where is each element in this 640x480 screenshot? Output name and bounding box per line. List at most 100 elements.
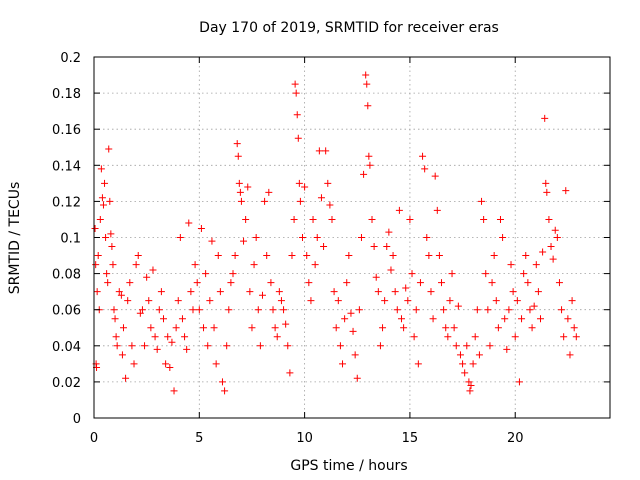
data-point bbox=[351, 351, 359, 359]
data-point bbox=[136, 309, 144, 317]
data-point bbox=[461, 369, 469, 377]
data-point bbox=[518, 315, 526, 323]
data-point bbox=[423, 234, 431, 241]
data-point bbox=[162, 360, 170, 368]
data-point bbox=[187, 288, 195, 296]
data-point bbox=[355, 306, 363, 314]
x-tick-labels: 0 5 10 15 20 bbox=[90, 431, 524, 446]
data-point bbox=[294, 134, 302, 142]
data-point bbox=[543, 188, 551, 196]
data-point bbox=[282, 320, 290, 328]
data-point bbox=[542, 179, 550, 187]
axis-ticks bbox=[93, 56, 610, 419]
y-tick-label: 0.08 bbox=[52, 268, 81, 283]
data-point bbox=[176, 234, 184, 241]
data-point bbox=[442, 324, 450, 332]
x-tick-label: 20 bbox=[507, 431, 524, 446]
data-point bbox=[501, 315, 509, 323]
data-point bbox=[465, 378, 473, 386]
data-point bbox=[261, 197, 269, 205]
data-point bbox=[269, 306, 277, 314]
data-point bbox=[370, 243, 378, 251]
data-point bbox=[178, 315, 186, 323]
data-point bbox=[513, 297, 521, 305]
data-point bbox=[328, 215, 336, 223]
data-point bbox=[305, 279, 313, 287]
data-point bbox=[475, 351, 483, 359]
data-point bbox=[256, 342, 264, 350]
data-point bbox=[248, 324, 256, 332]
y-tick-label: 0.14 bbox=[52, 159, 81, 174]
data-point bbox=[160, 315, 168, 323]
data-point bbox=[492, 297, 500, 305]
data-point bbox=[252, 234, 260, 241]
data-point bbox=[551, 226, 559, 234]
data-point bbox=[433, 206, 441, 214]
gridlines bbox=[94, 57, 610, 418]
data-point bbox=[119, 324, 127, 332]
data-point bbox=[218, 378, 226, 386]
data-point bbox=[93, 288, 101, 296]
data-point bbox=[440, 306, 448, 314]
data-point bbox=[227, 279, 235, 287]
data-point bbox=[240, 237, 248, 245]
data-point bbox=[102, 234, 110, 241]
data-point bbox=[117, 291, 125, 299]
data-point bbox=[174, 297, 182, 305]
data-point bbox=[438, 279, 446, 287]
data-point bbox=[113, 342, 121, 350]
data-point bbox=[191, 261, 199, 269]
y-tick-label: 0.16 bbox=[52, 123, 81, 138]
data-point bbox=[94, 252, 102, 260]
data-point bbox=[155, 306, 163, 314]
data-point bbox=[547, 243, 555, 251]
data-point bbox=[421, 165, 429, 173]
data-point bbox=[107, 230, 115, 238]
data-point bbox=[263, 252, 271, 260]
data-point bbox=[168, 338, 176, 346]
data-point bbox=[545, 215, 553, 223]
data-point bbox=[277, 297, 285, 305]
data-point bbox=[526, 306, 534, 314]
y-tick-label: 0.06 bbox=[52, 304, 81, 319]
data-point bbox=[341, 315, 349, 323]
data-point bbox=[96, 215, 104, 223]
data-point bbox=[568, 297, 576, 305]
data-point bbox=[463, 342, 471, 350]
data-point bbox=[295, 179, 303, 187]
data-point bbox=[456, 351, 464, 359]
data-point bbox=[216, 288, 224, 296]
data-point bbox=[427, 288, 435, 296]
data-point bbox=[566, 351, 574, 359]
data-point bbox=[368, 215, 376, 223]
data-point bbox=[343, 279, 351, 287]
data-point bbox=[349, 327, 357, 335]
data-point bbox=[395, 206, 403, 214]
data-point bbox=[208, 237, 216, 245]
data-point bbox=[484, 306, 492, 314]
data-point bbox=[389, 252, 397, 260]
data-point bbox=[366, 161, 374, 169]
y-tick-label: 0.02 bbox=[52, 376, 81, 391]
data-point bbox=[528, 324, 536, 332]
data-point bbox=[153, 345, 161, 353]
data-point bbox=[92, 261, 100, 269]
data-point bbox=[330, 288, 338, 296]
data-point bbox=[322, 147, 330, 155]
data-point bbox=[520, 270, 528, 278]
data-point bbox=[225, 306, 233, 314]
data-point bbox=[181, 333, 189, 341]
data-point bbox=[332, 324, 340, 332]
data-point bbox=[313, 234, 321, 241]
data-point bbox=[138, 306, 146, 314]
data-point bbox=[149, 266, 157, 274]
data-point bbox=[515, 378, 523, 386]
data-point bbox=[99, 201, 107, 209]
data-point bbox=[235, 179, 243, 187]
data-point bbox=[233, 140, 241, 148]
data-point bbox=[494, 324, 502, 332]
data-point bbox=[106, 197, 114, 205]
data-point bbox=[357, 234, 365, 241]
x-tick-label: 10 bbox=[296, 431, 313, 446]
data-point bbox=[231, 252, 239, 260]
